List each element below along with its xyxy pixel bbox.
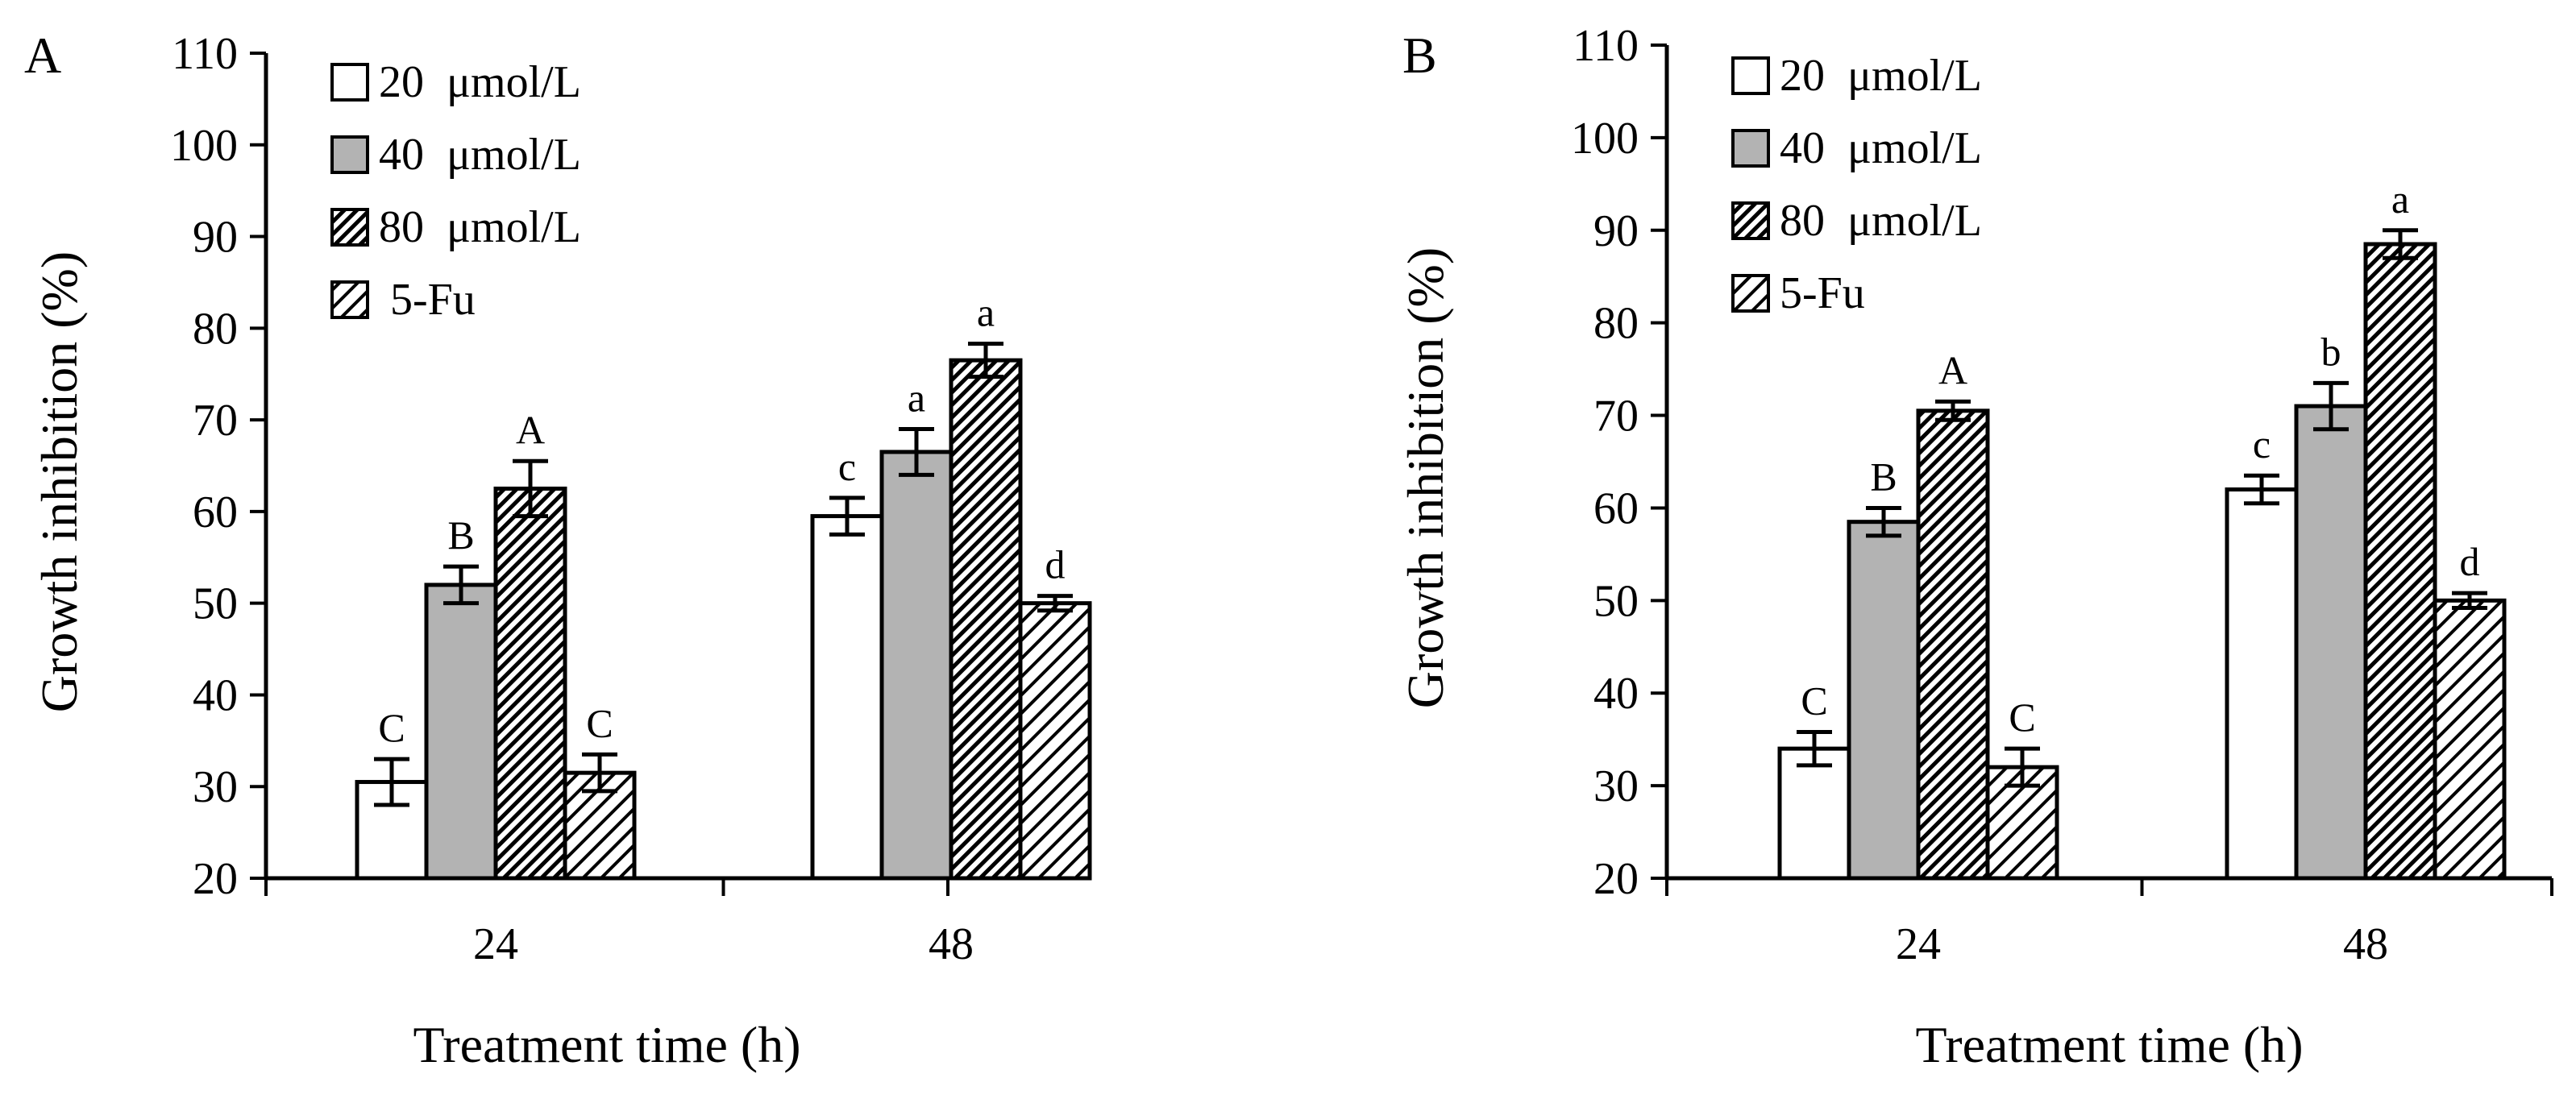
significance-label: a: [908, 375, 925, 420]
significance-label: A: [516, 407, 545, 452]
legend-label: 40 μmol/L: [379, 130, 581, 180]
bar: [493, 486, 567, 881]
bar: [1018, 601, 1092, 881]
chart-panel-a: A 20 30 40 50 60 70 80 90 100 110 24 48 Treatment tim…: [24, 27, 1092, 1073]
bar: [424, 583, 498, 881]
x-tick-label: 48: [929, 919, 974, 969]
significance-label: d: [1045, 542, 1066, 587]
legend-label: 20 μmol/L: [1780, 51, 1982, 101]
panel-letter: B: [1402, 27, 1437, 84]
significance-label: B: [447, 512, 474, 558]
x-axis-title: Treatment time (h): [1915, 1016, 2303, 1073]
panel-letter: A: [24, 27, 61, 84]
legend-swatch: [330, 208, 369, 247]
y-tick-label: 100: [170, 121, 238, 171]
y-tick-label: 40: [193, 670, 238, 720]
y-tick-label: 90: [193, 213, 238, 263]
y-axis-title: Growth inhibition (%): [1397, 247, 1454, 708]
significance-label: c: [2253, 421, 2271, 467]
bar: [1916, 408, 1990, 881]
legend-label: 5-Fu: [379, 275, 476, 325]
bar: [1777, 746, 1851, 881]
bar: [2433, 598, 2507, 881]
y-tick-label: 80: [193, 304, 238, 354]
y-tick-label: 40: [1593, 669, 1639, 719]
legend-swatch: [1731, 274, 1770, 313]
bar: [949, 358, 1023, 881]
y-tick-label: 70: [1593, 392, 1639, 442]
legend-label: 20 μmol/L: [379, 57, 581, 107]
legend-swatch: [1731, 56, 1770, 95]
y-tick-label: 110: [172, 29, 238, 79]
x-tick-label: 48: [2343, 919, 2388, 969]
y-tick-label: 100: [1571, 114, 1639, 164]
bar: [879, 450, 954, 881]
y-tick-label: 30: [1593, 761, 1639, 811]
legend-swatch: [1731, 129, 1770, 168]
y-tick-label: 90: [1593, 206, 1639, 256]
bar: [810, 514, 884, 881]
chart-panel-b: B 20 30 40 50 60 70 80 90 100 110 24 48 Treatment tim…: [1397, 21, 2553, 1073]
y-tick-label: 110: [1573, 21, 1639, 71]
significance-label: b: [2321, 329, 2341, 374]
y-tick-label: 50: [193, 579, 238, 629]
significance-label: c: [838, 444, 856, 489]
y-tick-label: 60: [193, 487, 238, 537]
significance-label: B: [1870, 454, 1897, 499]
legend-swatch: [330, 63, 369, 102]
y-axis-title: Growth inhibition (%): [31, 251, 88, 712]
bar: [2225, 487, 2299, 881]
y-tick-label: 50: [1593, 576, 1639, 626]
significance-label: a: [977, 290, 995, 335]
y-tick-label: 80: [1593, 299, 1639, 349]
bar: [2363, 242, 2437, 881]
y-tick-label: 60: [1593, 483, 1639, 533]
bar: [2294, 404, 2368, 881]
x-tick-label: 24: [1896, 919, 1941, 969]
legend-label: 80 μmol/L: [1780, 196, 1982, 246]
significance-label: a: [2391, 176, 2409, 222]
bar: [563, 770, 637, 881]
legend-swatch: [1731, 201, 1770, 240]
significance-label: A: [1938, 347, 1967, 392]
legend-label: 40 μmol/L: [1780, 123, 1982, 173]
legend-swatch: [330, 280, 369, 319]
significance-label: C: [586, 700, 613, 745]
legend-label: 5-Fu: [1780, 268, 1865, 318]
significance-label: C: [2009, 695, 2035, 740]
significance-label: C: [1801, 678, 1827, 723]
bar: [1847, 520, 1921, 881]
x-tick-label: 24: [473, 919, 518, 969]
y-tick-label: 70: [193, 396, 238, 446]
y-tick-label: 20: [193, 854, 238, 904]
y-tick-label: 30: [193, 762, 238, 812]
x-axis-title: Treatment time (h): [413, 1016, 800, 1073]
legend-label: 80 μmol/L: [379, 202, 581, 252]
legend-swatch: [330, 135, 369, 174]
significance-label: C: [378, 705, 405, 750]
significance-label: d: [2460, 539, 2480, 584]
y-tick-label: 20: [1593, 854, 1639, 904]
